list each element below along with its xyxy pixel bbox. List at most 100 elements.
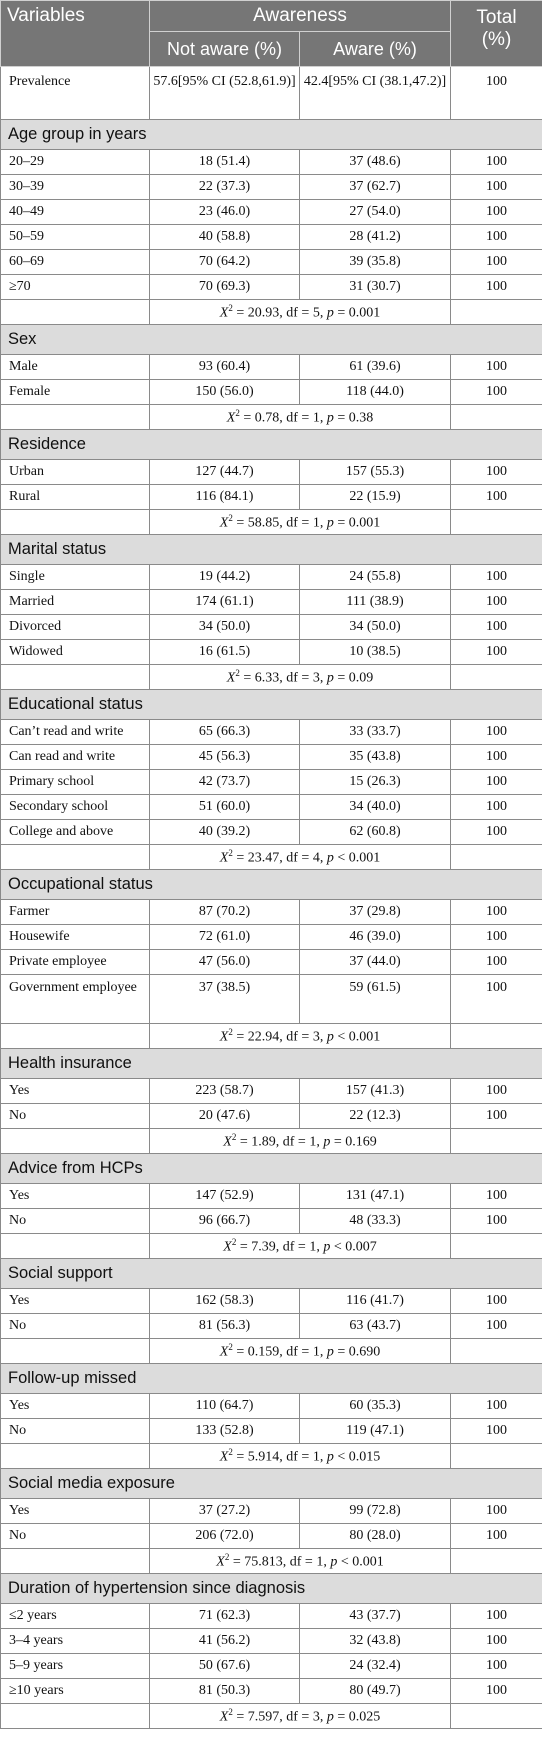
table-row: Government employee 37 (38.5) 59 (61.5) 100	[0, 974, 542, 1024]
aware-cell: 111 (38.9)	[299, 589, 451, 615]
row-label: Private employee	[0, 949, 150, 975]
p-value: 0.001	[348, 1029, 381, 1045]
df-value: 4	[312, 850, 320, 866]
not-aware-cell: 22 (37.3)	[149, 174, 300, 200]
chi-square-stat: X2 = 7.597, df = 3, p = 0.025	[149, 1703, 451, 1729]
p-value: 0.001	[352, 1554, 384, 1570]
table-row: ≥10 years 81 (50.3) 80 (49.7) 100	[0, 1678, 542, 1704]
aware-cell: 131 (47.1)	[299, 1183, 451, 1209]
df-value: 1	[309, 1134, 317, 1150]
aware-cell: 37 (44.0)	[299, 949, 451, 975]
not-aware-cell: 81 (50.3)	[149, 1678, 300, 1704]
table-row: Female 150 (56.0) 118 (44.0) 100	[0, 379, 542, 405]
total-cell: 100	[450, 1678, 542, 1704]
chi-value: 1.89	[251, 1134, 276, 1150]
chi-value: 20.93	[247, 305, 280, 321]
table-row: Yes 223 (58.7) 157 (41.3) 100	[0, 1078, 542, 1104]
total-cell: 100	[450, 1653, 542, 1679]
not-aware-cell: 34 (50.0)	[149, 614, 300, 640]
row-label: Primary school	[0, 769, 150, 795]
aware-cell: 31 (30.7)	[299, 274, 451, 300]
p-operator: <	[333, 1239, 342, 1255]
row-label: Male	[0, 354, 150, 380]
df-value: 3	[312, 1709, 320, 1725]
total-cell: 100	[450, 1498, 542, 1524]
total-cell: 100	[450, 639, 542, 665]
not-aware-cell: 87 (70.2)	[149, 899, 300, 925]
empty-cell	[0, 1338, 150, 1364]
total-cell: 100	[450, 1628, 542, 1654]
not-aware-cell: 51 (60.0)	[149, 794, 300, 820]
table-row: 50–59 40 (58.8) 28 (41.2) 100	[0, 224, 542, 250]
chi-square-stat: X2 = 0.159, df = 1, p = 0.690	[149, 1338, 451, 1364]
empty-cell	[0, 299, 150, 325]
not-aware-cell: 116 (84.1)	[149, 484, 300, 510]
section-header: Advice from HCPs	[0, 1153, 542, 1184]
section-header: Follow-up missed	[0, 1363, 542, 1394]
not-aware-cell: 45 (56.3)	[149, 744, 300, 770]
p-operator: =	[337, 670, 346, 686]
row-label: Yes	[0, 1498, 150, 1524]
not-aware-cell: 150 (56.0)	[149, 379, 300, 405]
section-header: Duration of hypertension since diagnosis	[0, 1573, 542, 1604]
total-cell: 100	[450, 1183, 542, 1209]
empty-cell	[450, 1338, 542, 1364]
empty-cell	[450, 509, 542, 535]
p-value: 0.001	[348, 305, 381, 321]
aware-cell: 157 (55.3)	[299, 459, 451, 485]
total-cell: 100	[450, 949, 542, 975]
total-cell: 100	[450, 974, 542, 1024]
aware-cell: 46 (39.0)	[299, 924, 451, 950]
section-title: Follow-up missed	[0, 1363, 542, 1394]
row-label: Yes	[0, 1288, 150, 1314]
not-aware-cell: 20 (47.6)	[149, 1103, 300, 1129]
empty-cell	[0, 664, 150, 690]
table-row: 30–39 22 (37.3) 37 (62.7) 100	[0, 174, 542, 200]
section-header: Sex	[0, 324, 542, 355]
not-aware-cell: 96 (66.7)	[149, 1208, 300, 1234]
table-row: Male 93 (60.4) 61 (39.6) 100	[0, 354, 542, 380]
total-cell: 100	[450, 249, 542, 275]
table-row: Secondary school 51 (60.0) 34 (40.0) 100	[0, 794, 542, 820]
row-label: Prevalence	[0, 66, 150, 120]
aware-cell: 62 (60.8)	[299, 819, 451, 845]
table-row: ≤2 years 71 (62.3) 43 (37.7) 100	[0, 1603, 542, 1629]
total-cell: 100	[450, 224, 542, 250]
aware-cell: 48 (33.3)	[299, 1208, 451, 1234]
total-cell: 100	[450, 719, 542, 745]
empty-cell	[0, 844, 150, 870]
row-label: Can read and write	[0, 744, 150, 770]
aware-cell: 28 (41.2)	[299, 224, 451, 250]
chi-square-stat: X2 = 58.85, df = 1, p = 0.001	[149, 509, 451, 535]
empty-cell	[450, 1233, 542, 1259]
chi-square-row: X2 = 20.93, df = 5, p = 0.001	[0, 299, 542, 325]
aware-cell: 10 (38.5)	[299, 639, 451, 665]
table-row: 3–4 years 41 (56.2) 32 (43.8) 100	[0, 1628, 542, 1654]
total-cell: 100	[450, 1523, 542, 1549]
section-title: Marital status	[0, 534, 542, 565]
chi-value: 6.33	[254, 670, 280, 686]
p-operator: =	[337, 1344, 346, 1360]
row-label: College and above	[0, 819, 150, 845]
section-header: Social support	[0, 1258, 542, 1289]
total-cell: 100	[450, 459, 542, 485]
chi-value: 0.159	[247, 1344, 280, 1360]
not-aware-cell: 42 (73.7)	[149, 769, 300, 795]
table-row: Rural 116 (84.1) 22 (15.9) 100	[0, 484, 542, 510]
section-header: Age group in years	[0, 119, 542, 150]
not-aware-cell: 50 (67.6)	[149, 1653, 300, 1679]
df-value: 1	[309, 1239, 317, 1255]
table-row: Yes 162 (58.3) 116 (41.7) 100	[0, 1288, 542, 1314]
p-operator: =	[337, 515, 346, 531]
row-label: Yes	[0, 1183, 150, 1209]
p-value: 0.169	[345, 1134, 377, 1150]
header-not-aware: Not aware (%)	[149, 31, 300, 67]
table-row: Private employee 47 (56.0) 37 (44.0) 100	[0, 949, 542, 975]
chi-square-row: X2 = 6.33, df = 3, p = 0.09	[0, 664, 542, 690]
prevalence-row: Prevalence 57.6[95% CI (52.8,61.9)] 42.4…	[0, 66, 542, 120]
not-aware-cell: 70 (64.2)	[149, 249, 300, 275]
total-cell: 100	[450, 1603, 542, 1629]
df-value: 1	[312, 1344, 320, 1360]
aware-cell: 118 (44.0)	[299, 379, 451, 405]
p-value: 0.001	[348, 515, 381, 531]
